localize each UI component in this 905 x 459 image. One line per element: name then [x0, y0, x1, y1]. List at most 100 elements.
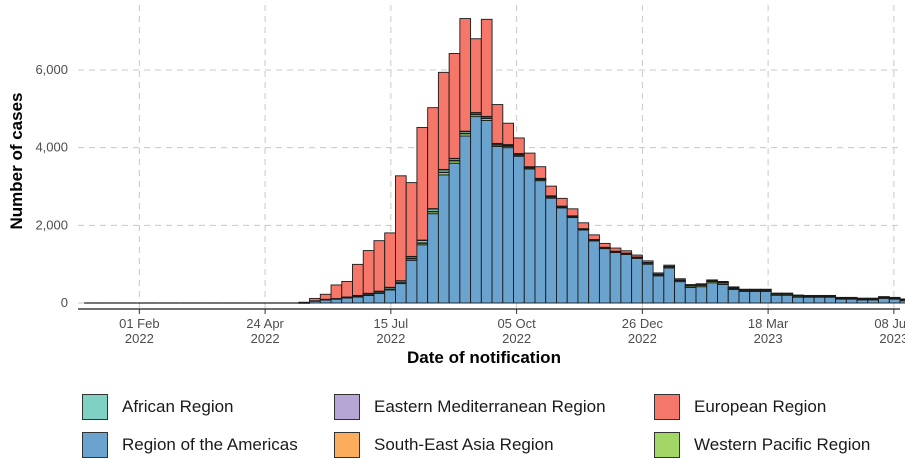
- bar-segment-region-of-the-americas: [373, 292, 386, 304]
- x-tick-label-year: 2023: [754, 331, 783, 346]
- bar-segment-region-of-the-americas: [330, 298, 343, 304]
- bar-segment-european-region: [534, 166, 547, 179]
- bar-segment-european-region: [513, 137, 525, 154]
- bar-segment-european-region: [792, 294, 804, 296]
- x-tick-label: 24 Apr: [246, 316, 284, 331]
- bar-segment-region-of-the-americas: [888, 298, 901, 304]
- bar-segment-region-of-the-americas: [513, 155, 525, 304]
- bar-segment-region-of-the-americas: [523, 168, 536, 304]
- legend-swatch: [654, 394, 680, 420]
- bar-segment-european-region: [556, 197, 568, 207]
- legend-label: South-East Asia Region: [374, 435, 554, 454]
- x-tick-label-year: 2022: [125, 331, 154, 346]
- bar-segment-european-region: [309, 297, 321, 302]
- bar-segment-european-region: [405, 182, 418, 257]
- bar-segment-european-region: [781, 292, 794, 295]
- bar-segment-european-region: [835, 296, 847, 299]
- bar-segment-region-of-the-americas: [427, 213, 439, 304]
- y-tick-label: 2,000: [35, 217, 68, 232]
- bar-segment-region-of-the-americas: [717, 283, 729, 304]
- bar-segment-european-region: [577, 222, 590, 230]
- bar-segment-european-region: [770, 292, 783, 295]
- bar-segment-region-of-the-americas: [437, 174, 450, 304]
- bar-segment-european-region: [427, 107, 439, 210]
- bar-segment-region-of-the-americas: [845, 298, 858, 304]
- bar-segment-region-of-the-americas: [759, 290, 772, 304]
- bar-segment-region-of-the-americas: [577, 229, 590, 304]
- legend-swatch: [654, 432, 680, 458]
- bar-segment-region-of-the-americas: [598, 248, 611, 304]
- bar-segment-european-region: [588, 234, 600, 240]
- bar-segment-region-of-the-americas: [856, 299, 869, 304]
- bar-segment-region-of-the-americas: [878, 297, 890, 304]
- bar-segment-european-region: [620, 250, 633, 254]
- x-tick-label: 15 Jul: [373, 316, 408, 331]
- bar-segment-european-region: [899, 298, 905, 300]
- bar-segment-region-of-the-americas: [663, 267, 676, 304]
- legend-item-eastern-mediterranean-region: Eastern Mediterranean Region: [334, 393, 606, 421]
- legend-label: European Region: [694, 397, 827, 416]
- legend-item-region-of-the-americas: Region of the Americas: [82, 431, 298, 459]
- legend-swatch: [82, 432, 108, 458]
- legend-item-western-pacific-region: Western Pacific Region: [654, 431, 870, 459]
- bar-segment-european-region: [362, 250, 375, 294]
- bar-segment-region-of-the-americas: [545, 197, 557, 304]
- bar-segment-european-region: [566, 208, 579, 217]
- legend-swatch: [82, 394, 108, 420]
- x-axis-title: Date of notification: [407, 348, 561, 367]
- legend-item-european-region: European Region: [654, 393, 826, 421]
- bar-segment-region-of-the-americas: [416, 244, 429, 304]
- bar-segment-region-of-the-americas: [395, 283, 407, 304]
- bar-segment-european-region: [717, 280, 729, 283]
- bar-segment-european-region: [459, 18, 472, 132]
- bar-segment-region-of-the-americas: [899, 300, 905, 304]
- legend-swatch: [334, 432, 360, 458]
- bar-segment-region-of-the-americas: [684, 287, 697, 304]
- bar-segment-european-region: [384, 232, 396, 288]
- bar-segment-european-region: [470, 38, 482, 113]
- bar-segment-european-region: [545, 185, 557, 197]
- legend-label: Eastern Mediterranean Region: [374, 397, 606, 416]
- legend-swatch: [334, 394, 360, 420]
- x-tick-label-year: 2023: [879, 331, 905, 346]
- bar-segment-region-of-the-americas: [652, 275, 665, 304]
- bar-segment-european-region: [341, 280, 353, 298]
- bar-segment-european-region: [491, 104, 504, 144]
- bar-segment-region-of-the-americas: [491, 146, 504, 304]
- bar-segment-european-region: [298, 301, 311, 304]
- x-tick-label: 05 Oct: [497, 316, 536, 331]
- bar-segment-european-region: [641, 260, 654, 263]
- legend-label: Western Pacific Region: [694, 435, 871, 454]
- bar-segment-region-of-the-americas: [631, 257, 643, 304]
- bar-segment-region-of-the-americas: [695, 286, 708, 304]
- bar-segment-region-of-the-americas: [405, 259, 418, 304]
- bar-segment-european-region: [609, 247, 622, 252]
- bar-segment-european-region: [663, 264, 676, 267]
- bar-segment-region-of-the-americas: [459, 135, 472, 304]
- bar-segment-region-of-the-americas: [813, 296, 826, 304]
- bar-segment-region-of-the-americas: [609, 252, 622, 304]
- bar-segment-european-region: [738, 288, 751, 291]
- bar-segment-region-of-the-americas: [362, 294, 375, 304]
- bar-segment-region-of-the-americas: [867, 299, 879, 304]
- x-tick-label-year: 2022: [376, 331, 405, 346]
- bar-segment-region-of-the-americas: [556, 207, 568, 304]
- x-tick-label-year: 2022: [251, 331, 280, 346]
- bar-segment-european-region: [759, 288, 772, 291]
- bar-segment-european-region: [727, 286, 740, 289]
- bar-segment-european-region: [416, 127, 429, 241]
- bar-segment-european-region: [631, 254, 643, 258]
- bar-segment-european-region: [867, 297, 879, 300]
- bar-segment-region-of-the-americas: [770, 294, 783, 304]
- bar-segment-european-region: [706, 279, 718, 282]
- bar-segment-region-of-the-americas: [792, 296, 804, 304]
- bar-segment-region-of-the-americas: [480, 120, 493, 304]
- bar-segment-region-of-the-americas: [588, 240, 600, 304]
- bar-segment-region-of-the-americas: [502, 147, 514, 304]
- bar-segment-region-of-the-americas: [641, 263, 654, 304]
- bar-segment-region-of-the-americas: [534, 180, 547, 304]
- bar-segment-region-of-the-americas: [674, 281, 686, 304]
- bar-segment-region-of-the-americas: [341, 297, 353, 304]
